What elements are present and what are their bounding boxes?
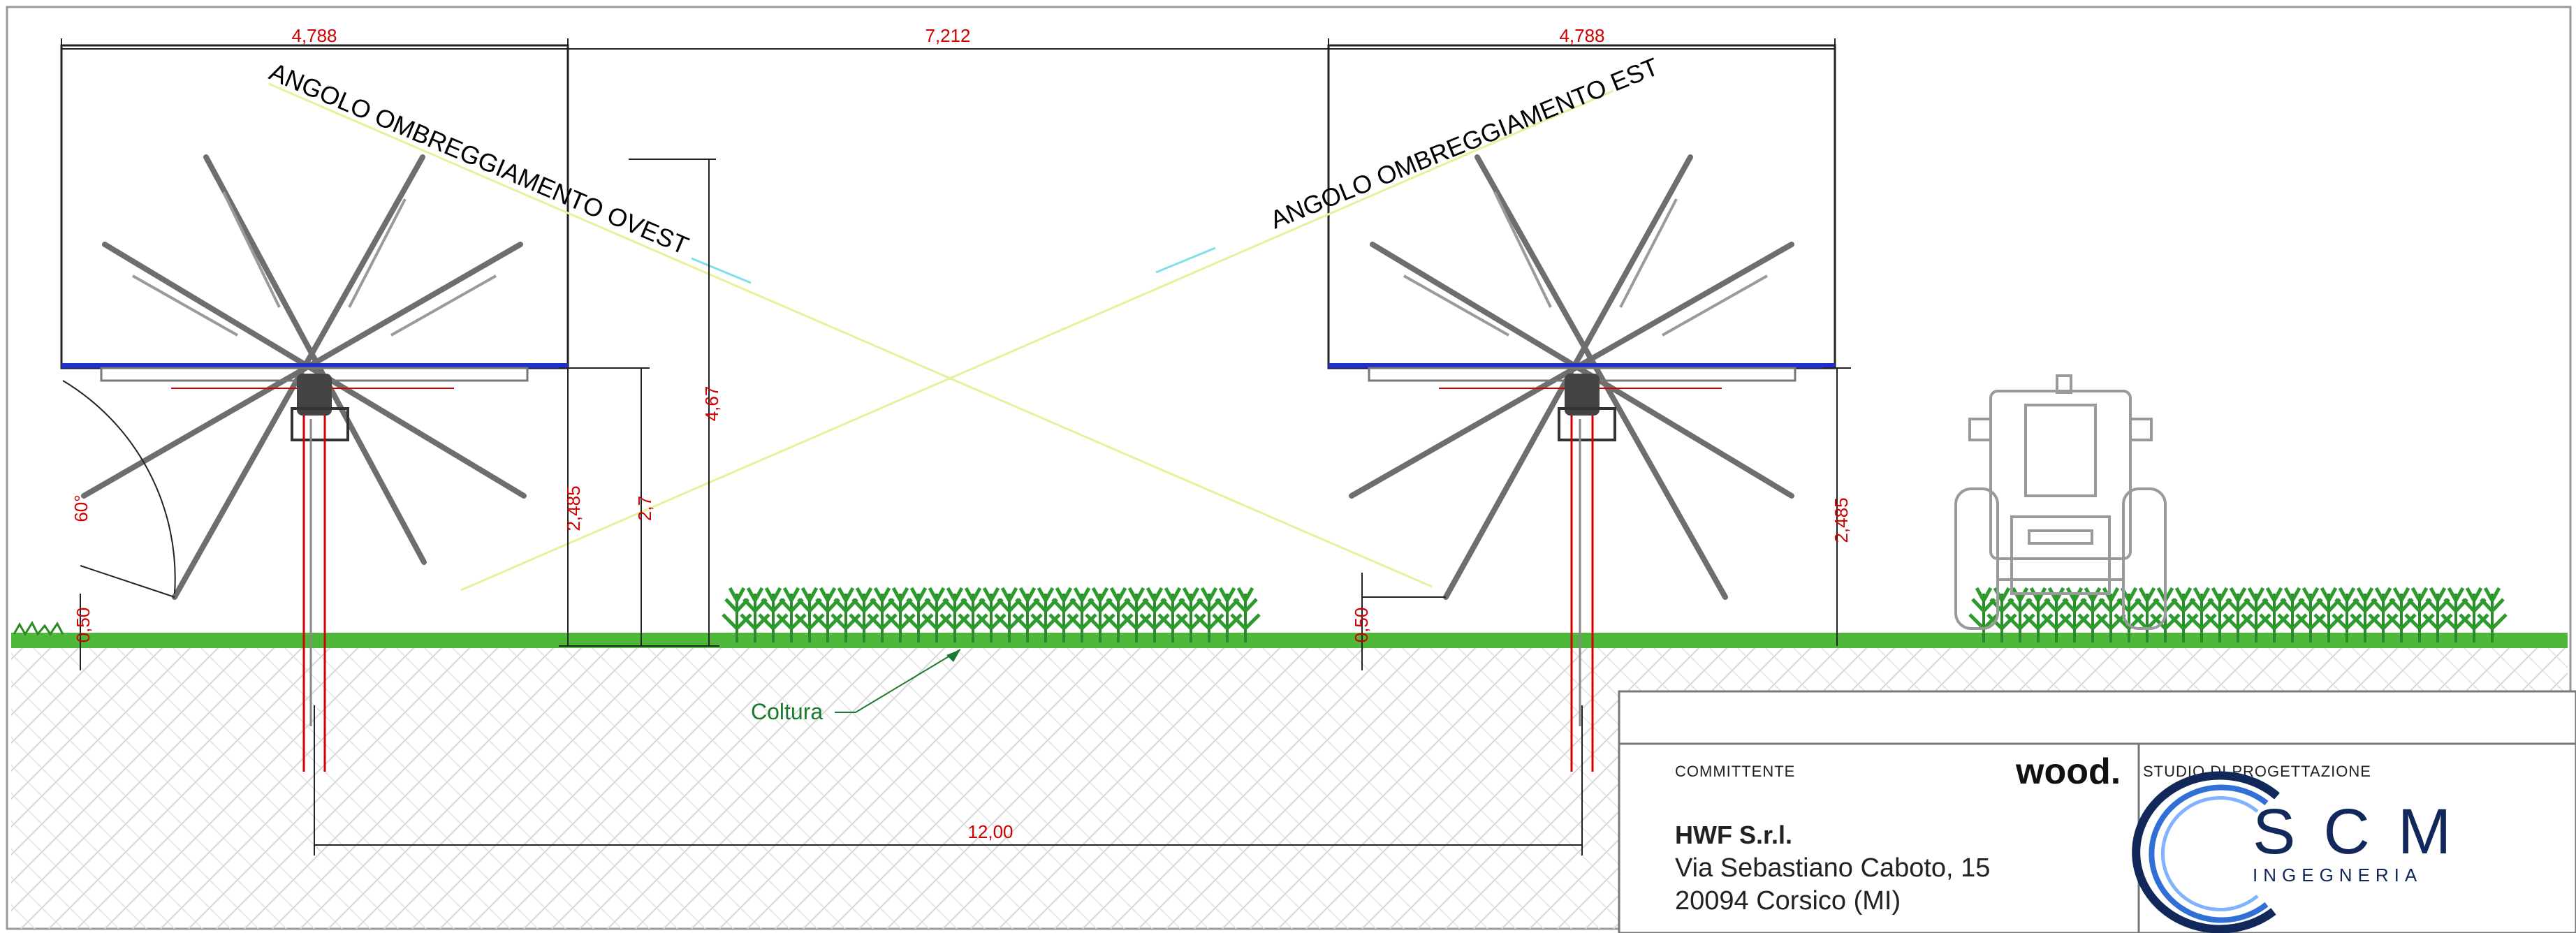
title-block: COMMITTENTE wood. HWF S.r.l. Via Sebasti… (1618, 690, 2576, 933)
dim-axis-height-right: 2,485 (1831, 497, 1852, 543)
dim-tilt-angle: 60° (71, 494, 92, 522)
studio-logo-main: SCM (2253, 796, 2479, 867)
dim-min-height-right: 0,50 (1351, 608, 1372, 643)
dim-panel-width-left: 4,788 (291, 25, 337, 46)
dim-axis-height-left: 2,485 (563, 485, 584, 531)
client-address-line-2: 20094 Corsico (MI) (1675, 886, 1901, 916)
shade-line-east (460, 89, 1614, 592)
dim-min-height-left: 0,50 (73, 608, 94, 643)
tracker-left (60, 44, 569, 772)
studio-logo: SCM INGEGNERIA (2132, 771, 2479, 933)
dim-panel-width-right: 4,788 (1559, 25, 1604, 46)
client-address-line-1: Via Sebastiano Caboto, 15 (1675, 853, 1990, 883)
shade-line-west (268, 82, 1433, 588)
label-shade-west: ANGOLO OMBREGGIAMENTO OVEST (265, 57, 693, 260)
tracker-left-head (297, 374, 332, 416)
tracker-right-head (1565, 374, 1600, 416)
client-name: HWF S.r.l. (1675, 821, 1792, 849)
tracker-right (1327, 44, 1836, 772)
client-heading: COMMITTENTE (1675, 763, 1795, 780)
crop-leader-line (835, 649, 961, 713)
studio-logo-sub: INGEGNERIA (2253, 865, 2422, 886)
panel-left-flat (61, 363, 568, 368)
studio-heading: STUDIO DI PROGETTAZIONE (2143, 763, 2371, 780)
dim-total-height: 4,67 (701, 386, 722, 422)
label-crop: Coltura (751, 699, 823, 724)
dim-row-pitch: 12,00 (967, 821, 1013, 842)
grass-blades (13, 620, 64, 636)
tractor-outline (1954, 374, 2167, 630)
dim-clearance-height: 2,7 (634, 496, 655, 521)
client-logo: wood. (2015, 751, 2121, 792)
dim-gap-between-panels: 7,212 (925, 25, 970, 46)
label-shade-east: ANGOLO OMBREGGIAMENTO EST (1266, 52, 1662, 234)
grass-strip (11, 633, 2568, 648)
panel-right-flat (1329, 363, 1835, 368)
